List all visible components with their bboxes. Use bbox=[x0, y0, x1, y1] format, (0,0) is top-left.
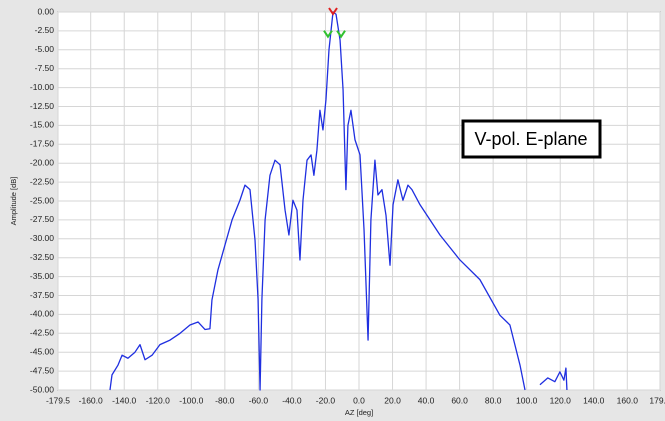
x-tick-label: 179.5 bbox=[649, 395, 665, 405]
data-line bbox=[109, 11, 568, 391]
y-tick-label: -7.50 bbox=[35, 63, 55, 73]
x-tick-label: 100.0 bbox=[516, 395, 538, 405]
x-axis-title: AZ [deg] bbox=[345, 408, 373, 417]
x-tick-label: -40.0 bbox=[282, 395, 302, 405]
x-tick-label: -60.0 bbox=[249, 395, 269, 405]
y-axis-title: Amplitude [dB] bbox=[9, 177, 18, 226]
annotation: V-pol. E-plane bbox=[474, 129, 587, 149]
y-tick-label: -45.00 bbox=[30, 346, 54, 356]
x-tick-label: -140.0 bbox=[112, 395, 136, 405]
y-tick-label: 0.00 bbox=[37, 6, 54, 16]
annotation-box bbox=[461, 119, 602, 159]
y-tick-label: -32.50 bbox=[30, 252, 54, 262]
y-tick-label: -40.00 bbox=[30, 309, 54, 319]
y-tick-label: -25.00 bbox=[30, 195, 54, 205]
x-tick-label: -20.0 bbox=[316, 395, 336, 405]
y-tick-label: -37.50 bbox=[30, 290, 54, 300]
y-tick-label: -30.00 bbox=[30, 233, 54, 243]
y-tick-label: -47.50 bbox=[30, 365, 54, 375]
y-tick-label: -35.00 bbox=[30, 271, 54, 281]
x-tick-label: -120.0 bbox=[146, 395, 170, 405]
y-tick-label: -12.50 bbox=[30, 101, 54, 111]
x-tick-label: 40.0 bbox=[418, 395, 435, 405]
y-tick-label: -50.00 bbox=[30, 384, 54, 394]
y-tick-label: -42.50 bbox=[30, 328, 54, 338]
y-tick-label: -15.00 bbox=[30, 120, 54, 130]
marker bbox=[336, 30, 346, 39]
x-tick-label: 20.0 bbox=[384, 395, 401, 405]
y-tick-label: -2.50 bbox=[35, 25, 55, 35]
x-tick-label: 60.0 bbox=[451, 395, 468, 405]
x-tick-label: -160.0 bbox=[79, 395, 103, 405]
x-tick-label: 140.0 bbox=[583, 395, 605, 405]
y-tick-label: -22.50 bbox=[30, 176, 54, 186]
x-tick-label: 120.0 bbox=[550, 395, 572, 405]
x-tick-label: -179.5 bbox=[46, 395, 70, 405]
y-tick-label: -5.00 bbox=[35, 44, 55, 54]
x-tick-label: -80.0 bbox=[215, 395, 235, 405]
y-tick-label: -20.00 bbox=[30, 157, 54, 167]
x-tick-label: 0.0 bbox=[353, 395, 365, 405]
x-tick-label: -100.0 bbox=[179, 395, 203, 405]
y-tick-label: -27.50 bbox=[30, 214, 54, 224]
plot-layer bbox=[109, 7, 568, 391]
x-tick-label: 160.0 bbox=[617, 395, 639, 405]
marker bbox=[328, 7, 338, 16]
y-tick-label: -10.00 bbox=[30, 82, 54, 92]
x-tick-label: 80.0 bbox=[485, 395, 502, 405]
y-tick-label: -17.50 bbox=[30, 139, 54, 149]
marker bbox=[323, 30, 333, 39]
